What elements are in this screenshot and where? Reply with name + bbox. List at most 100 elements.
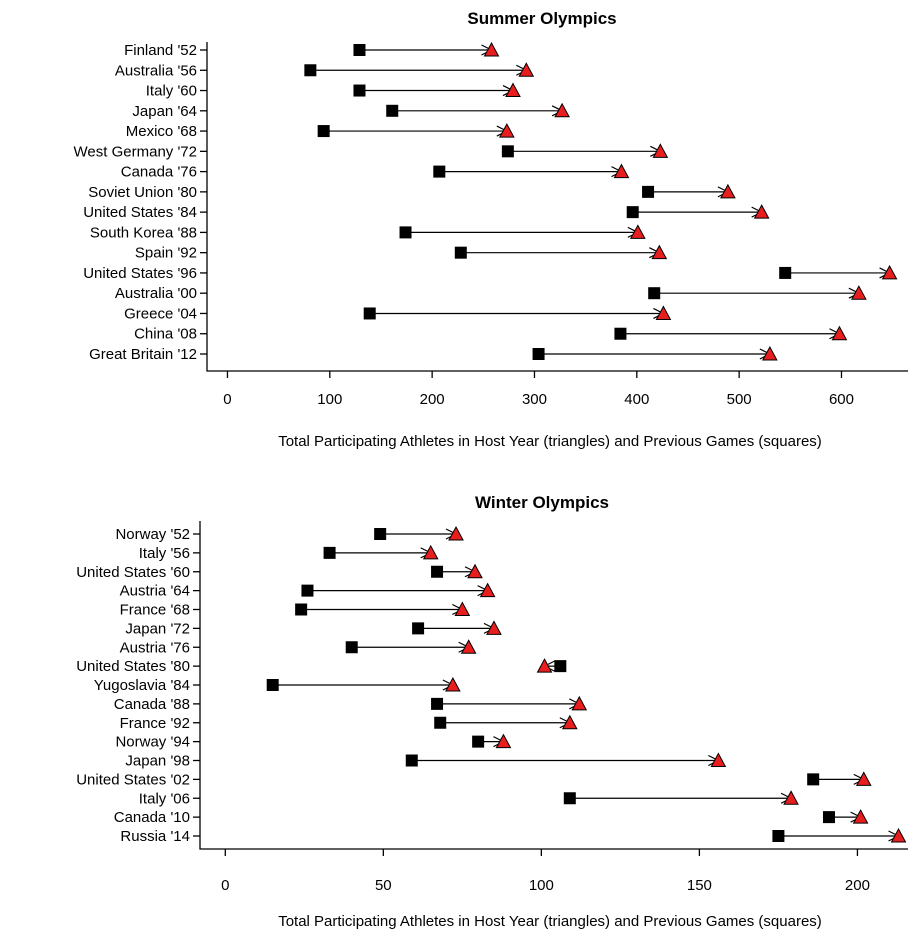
winter-previous-games-square bbox=[323, 546, 336, 559]
summer-previous-games-square bbox=[433, 165, 446, 178]
winter-host-year-triangle bbox=[571, 695, 588, 711]
summer-category-label: United States '96 bbox=[83, 265, 197, 282]
winter-category-label: United States '60 bbox=[76, 564, 190, 581]
winter-category-label: Austria '76 bbox=[120, 639, 190, 656]
summer-previous-games-square bbox=[626, 206, 639, 219]
winter-previous-games-square bbox=[295, 603, 308, 616]
winter-x-axis-label: Total Participating Athletes in Host Yea… bbox=[278, 913, 822, 930]
winter-x-tick-label: 150 bbox=[687, 877, 712, 894]
summer-previous-games-square bbox=[532, 348, 545, 360]
summer-host-year-triangle bbox=[720, 183, 736, 199]
winter-previous-games-square bbox=[374, 528, 387, 540]
summer-previous-games-square bbox=[399, 226, 412, 239]
winter-category-label: France '68 bbox=[120, 602, 190, 619]
winter-host-year-triangle bbox=[448, 525, 464, 541]
winter-category-label: Norway '94 bbox=[115, 734, 190, 751]
winter-host-year-triangle bbox=[536, 658, 553, 673]
winter-previous-games-square bbox=[472, 735, 485, 748]
summer-plot-frame bbox=[206, 42, 908, 372]
summer-category-label: Mexico '68 bbox=[126, 123, 197, 140]
winter-category-label: France '92 bbox=[120, 715, 190, 732]
summer-data-marks bbox=[304, 41, 898, 361]
winter-category-label: Yugoslavia '84 bbox=[94, 677, 190, 694]
winter-category-label: United States '80 bbox=[76, 658, 190, 675]
winter-host-year-triangle bbox=[454, 601, 471, 616]
winter-x-tick-label: 50 bbox=[375, 877, 392, 894]
winter-host-year-triangle bbox=[783, 790, 799, 805]
summer-category-label: Italy '60 bbox=[146, 83, 197, 100]
summer-previous-games-square bbox=[642, 185, 655, 198]
winter-x-tick-label: 0 bbox=[221, 877, 229, 894]
winter-host-year-triangle bbox=[561, 714, 578, 730]
winter-x-tick-label: 100 bbox=[529, 877, 554, 894]
winter-previous-games-square bbox=[554, 660, 567, 673]
winter-previous-games-square bbox=[345, 641, 358, 654]
summer-category-label: Canada '76 bbox=[121, 164, 197, 181]
summer-previous-games-square bbox=[454, 246, 467, 259]
summer-host-year-triangle bbox=[629, 224, 646, 239]
winter-category-label: Italy '06 bbox=[139, 790, 190, 807]
summer-previous-games-square bbox=[317, 125, 330, 138]
summer-host-year-triangle bbox=[518, 62, 535, 77]
winter-host-year-triangle bbox=[710, 752, 727, 767]
winter-previous-games-square bbox=[405, 754, 418, 767]
summer-category-label: Japan '64 bbox=[132, 103, 197, 120]
winter-category-label: United States '02 bbox=[76, 771, 190, 788]
summer-category-labels: Finland '52 Australia '56 Italy '60 Japan '… bbox=[74, 42, 207, 363]
summer-x-ticks: 0 100 200 300 400 500 600 bbox=[223, 371, 854, 408]
winter-category-label: Canada '10 bbox=[114, 809, 190, 826]
winter-category-label: Austria '64 bbox=[120, 583, 190, 600]
winter-previous-games-square bbox=[563, 792, 576, 805]
summer-host-year-triangle bbox=[753, 204, 770, 219]
summer-host-year-triangle bbox=[831, 325, 848, 341]
summer-previous-games-square bbox=[614, 327, 627, 340]
winter-plot-frame bbox=[199, 521, 908, 850]
winter-previous-games-square bbox=[301, 584, 314, 597]
summer-host-year-triangle bbox=[613, 163, 630, 179]
winter-previous-games-square bbox=[434, 716, 447, 729]
winter-previous-games-square bbox=[266, 679, 279, 691]
summer-previous-games-square bbox=[501, 145, 514, 158]
summer-host-year-triangle bbox=[652, 143, 669, 158]
winter-category-label: Italy '56 bbox=[139, 545, 190, 562]
winter-host-year-triangle bbox=[890, 827, 907, 843]
summer-host-year-triangle bbox=[499, 123, 515, 138]
summer-x-axis-label: Total Participating Athletes in Host Yea… bbox=[278, 433, 822, 450]
summer-previous-games-square bbox=[363, 307, 376, 320]
summer-previous-games-square bbox=[304, 64, 317, 77]
winter-previous-games-square bbox=[431, 565, 444, 578]
summer-previous-games-square bbox=[353, 84, 366, 97]
summer-category-label: Australia '00 bbox=[115, 285, 197, 302]
winter-x-ticks: 0 50 100 150 200 bbox=[221, 849, 870, 894]
winter-category-label: Canada '88 bbox=[114, 696, 190, 713]
winter-host-year-triangle bbox=[460, 639, 477, 654]
summer-x-tick-label: 200 bbox=[420, 391, 445, 408]
summer-previous-games-square bbox=[648, 287, 661, 300]
winter-host-year-triangle bbox=[445, 676, 461, 692]
winter-host-year-triangle bbox=[422, 544, 439, 560]
summer-x-tick-label: 400 bbox=[624, 391, 649, 408]
winter-host-year-triangle bbox=[486, 620, 502, 635]
winter-category-label: Japan '98 bbox=[125, 753, 190, 770]
summer-x-tick-label: 300 bbox=[522, 391, 547, 408]
summer-host-year-triangle bbox=[762, 345, 778, 361]
summer-category-label: Finland '52 bbox=[124, 42, 197, 59]
summer-x-tick-label: 600 bbox=[829, 391, 854, 408]
winter-previous-games-square bbox=[772, 830, 785, 842]
summer-category-label: West Germany '72 bbox=[74, 143, 197, 160]
winter-data-marks bbox=[266, 525, 907, 843]
winter-category-label: Russia '14 bbox=[120, 828, 190, 845]
winter-previous-games-square bbox=[822, 811, 835, 824]
summer-category-label: Great Britain '12 bbox=[89, 346, 197, 363]
winter-previous-games-square bbox=[807, 773, 820, 786]
winter-x-tick-label: 200 bbox=[845, 877, 870, 894]
summer-previous-games-square bbox=[386, 104, 399, 117]
winter-host-year-triangle bbox=[852, 809, 869, 824]
winter-chart-title: Winter Olympics bbox=[475, 493, 609, 512]
winter-host-year-triangle bbox=[855, 771, 872, 786]
winter-host-year-triangle bbox=[479, 582, 496, 598]
summer-category-label: South Korea '88 bbox=[90, 224, 197, 241]
summer-category-label: China '08 bbox=[134, 326, 197, 343]
summer-host-year-triangle bbox=[483, 41, 500, 57]
summer-host-year-triangle bbox=[554, 102, 570, 118]
